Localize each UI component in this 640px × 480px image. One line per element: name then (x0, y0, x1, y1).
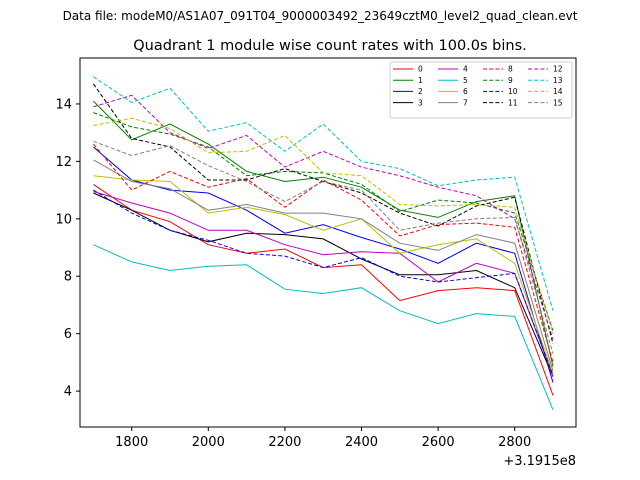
legend-label-15: 15 (553, 98, 563, 107)
axes-frame (79, 57, 577, 428)
x-offset-label: +3.1915e8 (503, 454, 576, 469)
x-tick-label: 2400 (345, 435, 378, 450)
x-tick-label: 2600 (422, 435, 455, 450)
series-line-13 (93, 76, 554, 311)
legend-frame (389, 61, 573, 119)
series-line-8 (93, 143, 554, 363)
y-tick-label: 10 (55, 212, 72, 227)
legend-label-14: 14 (553, 87, 563, 96)
series-line-4 (93, 191, 554, 377)
y-tick-label: 4 (64, 385, 72, 400)
legend-label-10: 10 (508, 87, 518, 96)
series-line-11 (92, 83, 554, 344)
y-tick-label: 6 (64, 327, 72, 342)
legend-label-13: 13 (553, 76, 563, 85)
chart-title: Quadrant 1 module wise count rates with … (133, 38, 527, 54)
legend-label-5: 5 (463, 76, 468, 85)
plot-lines (92, 76, 554, 410)
x-tick-label: 1800 (115, 435, 148, 450)
x-tick-label: 2200 (268, 435, 301, 450)
series-line-10 (93, 189, 554, 376)
legend-label-7: 7 (463, 98, 468, 107)
series-line-7 (93, 159, 554, 372)
series-line-15 (93, 140, 554, 354)
legend-label-3: 3 (418, 98, 423, 107)
series-line-6 (93, 175, 554, 375)
y-tick-label: 8 (64, 270, 72, 285)
y-tick-label: 14 (55, 97, 72, 112)
legend-label-4: 4 (463, 65, 468, 74)
legend-label-1: 1 (418, 76, 423, 85)
series-line-3 (93, 192, 554, 377)
series-line-1 (93, 100, 554, 367)
x-tick-label: 2000 (192, 435, 225, 450)
series-line-14 (93, 117, 554, 334)
legend-label-11: 11 (508, 98, 518, 107)
chart-suptitle: Data file: modeM0/AS1A07_091T04_90000034… (63, 9, 578, 23)
series-line-12 (93, 94, 554, 340)
series-line-5 (93, 244, 554, 410)
legend-label-0: 0 (418, 65, 423, 74)
legend-label-9: 9 (508, 76, 513, 85)
x-axis: 1800 2000 2200 2400 2600 2800 (115, 427, 531, 450)
series-line-9 (93, 112, 554, 331)
legend-label-6: 6 (463, 87, 468, 96)
x-tick-label: 2800 (498, 435, 531, 450)
y-tick-label: 12 (55, 155, 72, 170)
legend-label-2: 2 (418, 87, 423, 96)
series-line-2 (93, 146, 554, 383)
legend-label-12: 12 (553, 65, 563, 74)
legend-label-8: 8 (508, 65, 513, 74)
series-line-0 (93, 183, 554, 396)
y-axis: 4 6 8 10 12 14 (55, 97, 80, 400)
